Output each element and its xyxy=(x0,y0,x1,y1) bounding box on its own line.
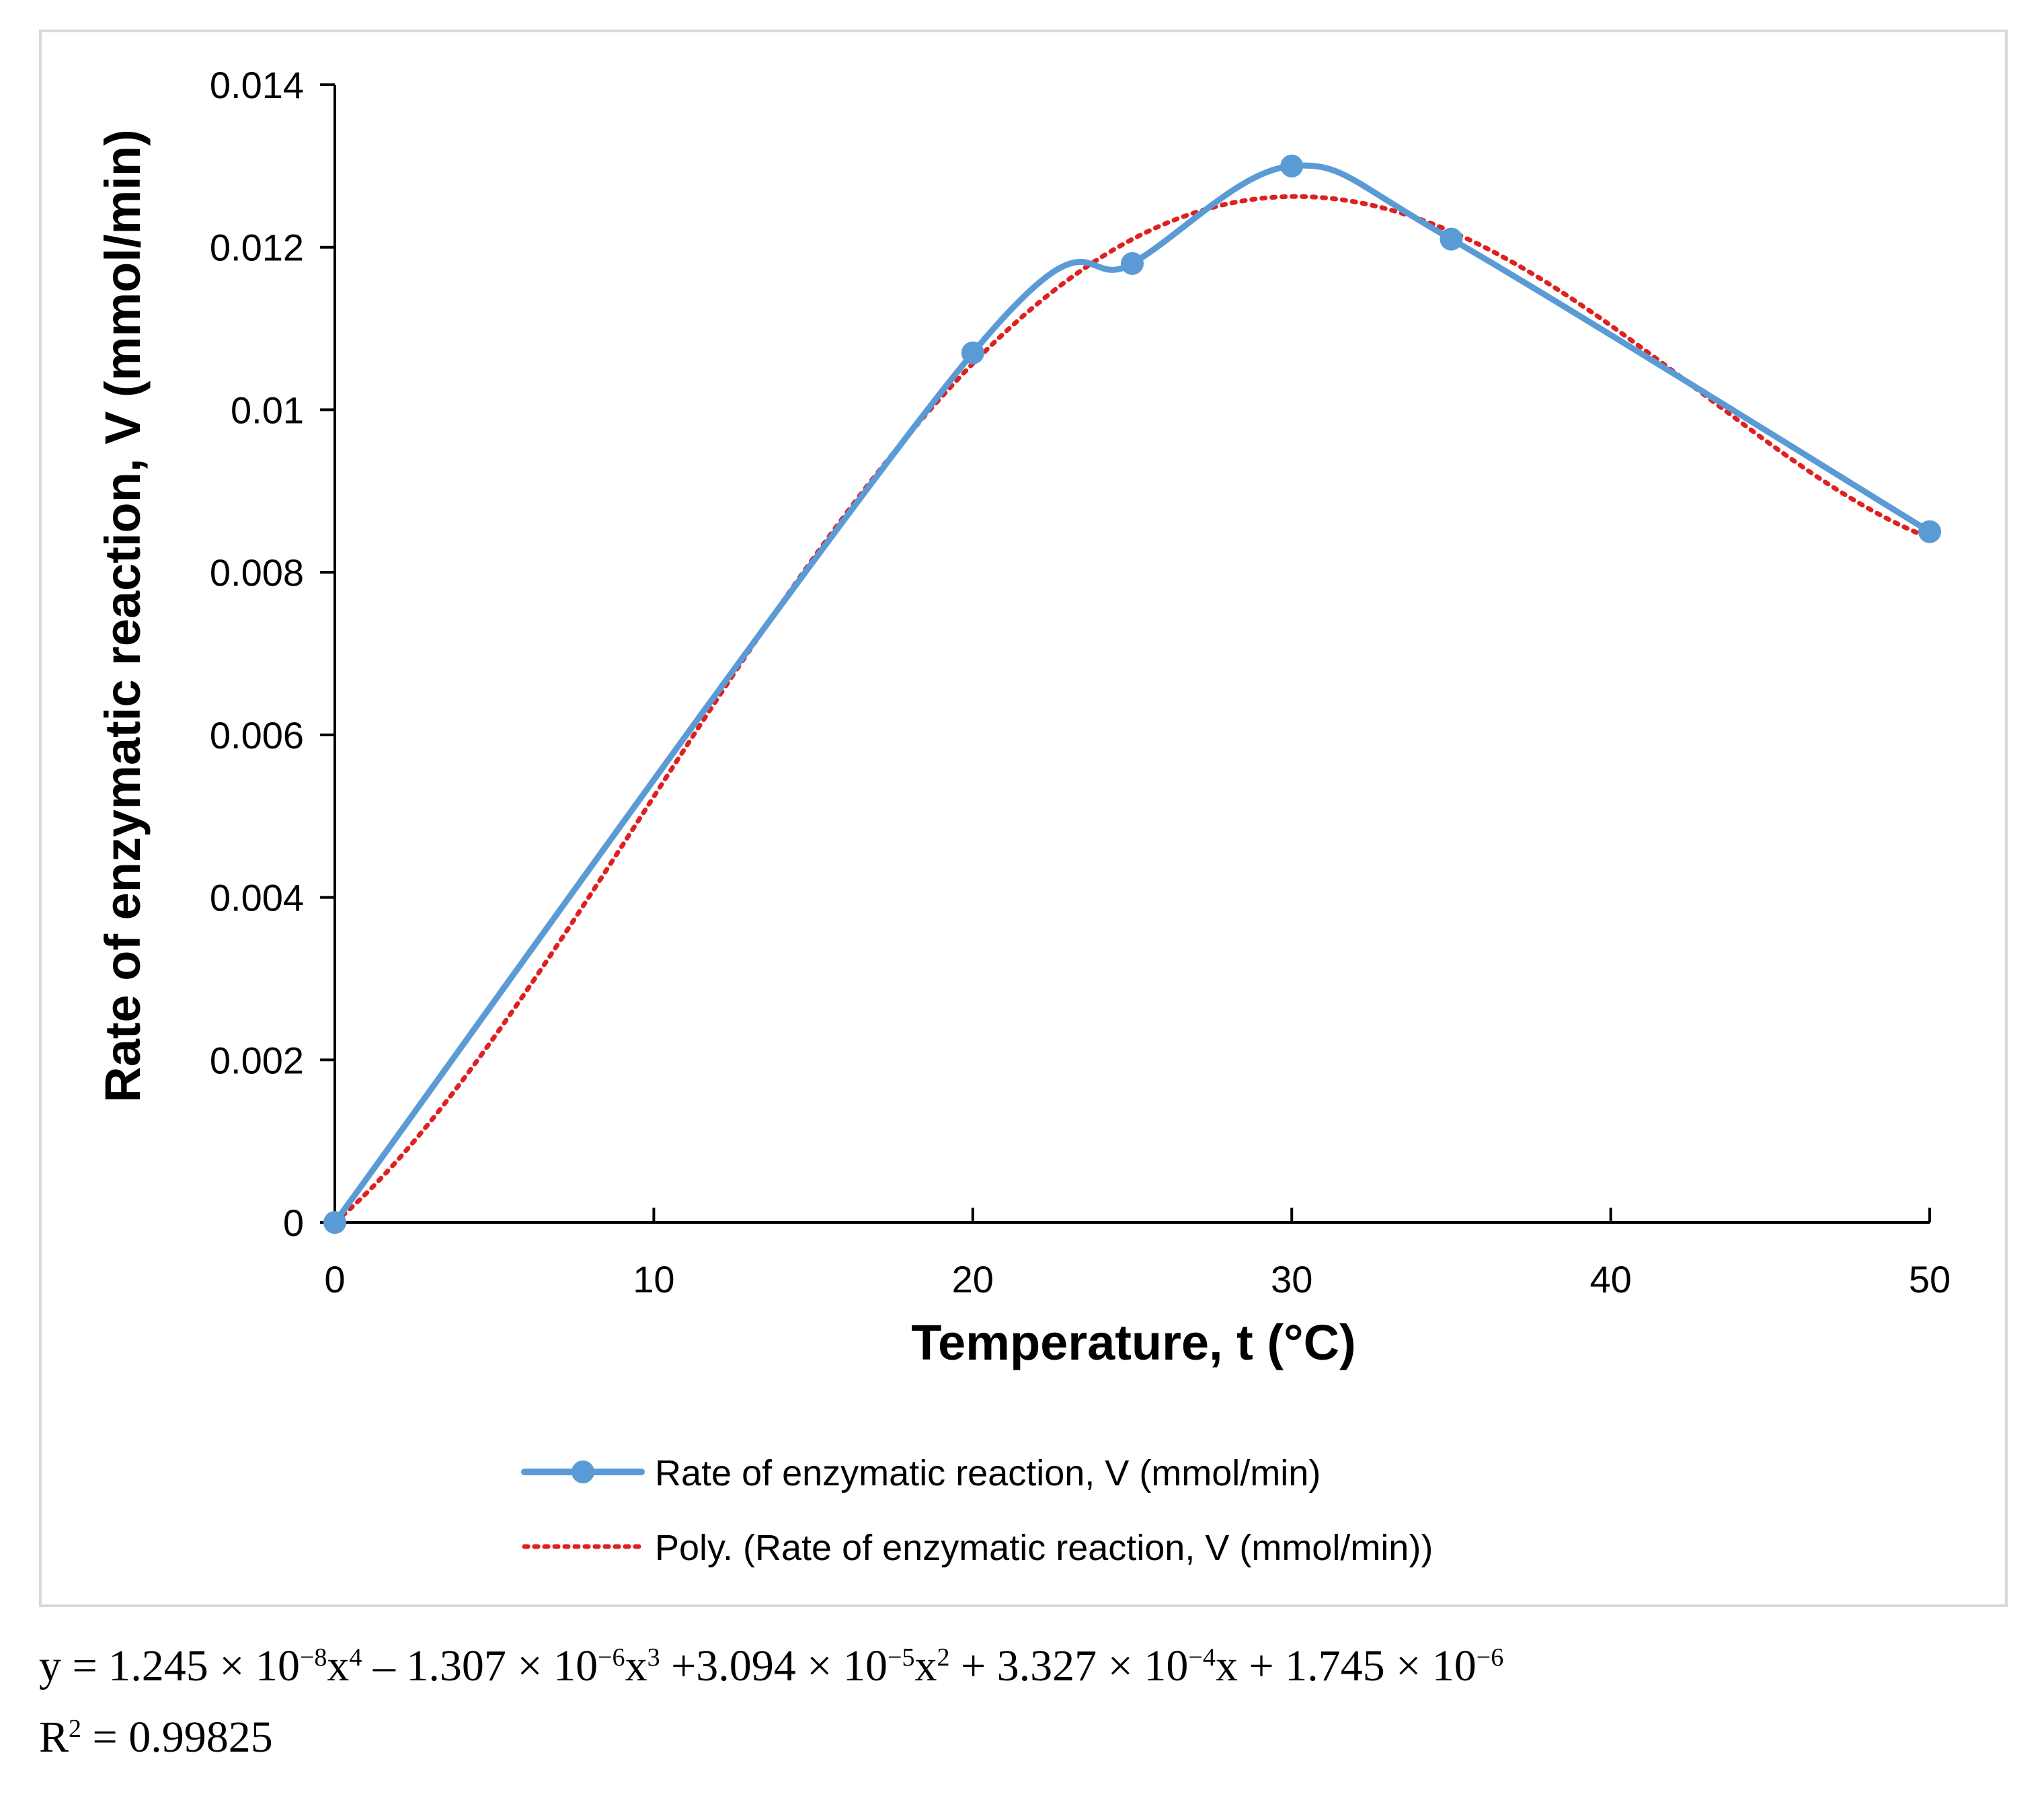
eq-part: y = 1.245 × 10 xyxy=(39,1641,300,1690)
data-point xyxy=(1440,227,1463,251)
eq-part: + 3.327 × 10 xyxy=(949,1641,1189,1690)
axis-ticks: 0 0.002 0.004 0.006 0.008 0.01 0.012 0.014 0 10 20… xyxy=(210,64,1951,1300)
x-tick-label: 30 xyxy=(1271,1258,1312,1300)
eq-exponent: −4 xyxy=(1188,1643,1216,1672)
data-point xyxy=(323,1211,346,1234)
eq-part: +3.094 × 10 xyxy=(660,1641,888,1690)
series-line xyxy=(331,162,1933,1226)
x-tick-label: 0 xyxy=(324,1258,345,1300)
chart-svg: 0 0.002 0.004 0.006 0.008 0.01 0.012 0.014 0 10 20… xyxy=(95,64,1951,1568)
plot-area xyxy=(323,154,1941,1234)
y-tick-label: 0.004 xyxy=(210,877,304,919)
eq-part: x xyxy=(625,1641,647,1690)
y-tick-label: 0 xyxy=(283,1202,304,1244)
eq-exponent: −5 xyxy=(888,1643,915,1672)
data-point xyxy=(1918,520,1941,543)
r-squared-value: = 0.99825 xyxy=(81,1713,273,1762)
r-squared-power: 2 xyxy=(69,1715,82,1743)
eq-exponent: −6 xyxy=(598,1643,625,1672)
legend-item-series[interactable]: Rate of enzymatic reaction, V (mmol/min) xyxy=(521,1453,1321,1493)
eq-part: x + 1.745 × 10 xyxy=(1215,1641,1477,1690)
legend: Rate of enzymatic reaction, V (mmol/min)… xyxy=(521,1453,1433,1568)
r-squared-symbol: R xyxy=(39,1713,69,1762)
eq-power: 3 xyxy=(647,1643,660,1672)
eq-exponent: −8 xyxy=(299,1643,327,1672)
poly-trendline xyxy=(332,194,1932,1225)
y-tick-label: 0.01 xyxy=(231,389,304,431)
eq-part: x xyxy=(327,1641,350,1690)
data-point xyxy=(961,341,984,364)
data-point xyxy=(1121,251,1144,275)
eq-exponent: −6 xyxy=(1476,1643,1504,1672)
y-tick-label: 0.006 xyxy=(210,714,304,756)
x-tick-label: 10 xyxy=(633,1258,674,1300)
x-tick-label: 50 xyxy=(1909,1258,1951,1300)
legend-swatch-series-marker xyxy=(572,1460,594,1483)
x-axis-title: Temperature, t (°C) xyxy=(911,1315,1355,1370)
eq-part: x xyxy=(914,1641,937,1690)
y-axis-title: Rate of enzymatic reaction, V (mmol/min) xyxy=(95,129,151,1102)
y-tick-label: 0.012 xyxy=(210,227,304,269)
y-tick-label: 0.008 xyxy=(210,551,304,594)
trendline-equation-block: y = 1.245 × 10−8x4 – 1.307 × 10−6x3 +3.0… xyxy=(39,1631,1989,1773)
legend-item-trendline[interactable]: Poly. (Rate of enzymatic reaction, V (mm… xyxy=(522,1528,1433,1568)
legend-label-series: Rate of enzymatic reaction, V (mmol/min) xyxy=(655,1453,1321,1493)
y-tick-label: 0.002 xyxy=(210,1039,304,1081)
r-squared: R2 = 0.99825 xyxy=(39,1702,1989,1773)
trendline-equation: y = 1.245 × 10−8x4 – 1.307 × 10−6x3 +3.0… xyxy=(39,1631,1989,1702)
chart-frame: 0 0.002 0.004 0.006 0.008 0.01 0.012 0.014 0 10 20… xyxy=(39,30,2008,1607)
axes xyxy=(333,85,1930,1224)
x-tick-label: 40 xyxy=(1589,1258,1631,1300)
eq-part: – 1.307 × 10 xyxy=(362,1641,598,1690)
x-tick-label: 20 xyxy=(952,1258,994,1300)
eq-power: 4 xyxy=(349,1643,362,1672)
data-point xyxy=(1280,154,1304,178)
eq-power: 2 xyxy=(937,1643,950,1672)
y-tick-label: 0.014 xyxy=(210,64,304,106)
legend-label-trendline: Poly. (Rate of enzymatic reaction, V (mm… xyxy=(655,1528,1433,1568)
